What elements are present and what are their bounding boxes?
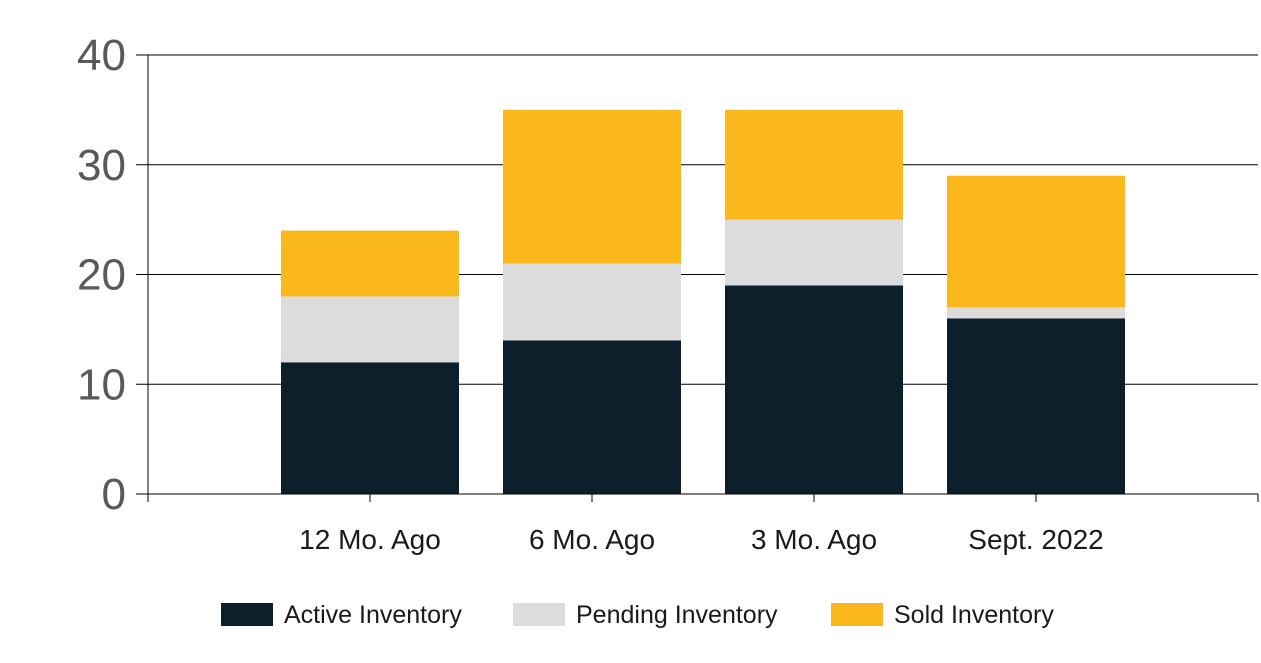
x-tick-label-6-mo-ago: 6 Mo. Ago: [529, 524, 655, 555]
legend-label-pending-inventory: Pending Inventory: [576, 601, 778, 629]
x-tick-label-sept-2022: Sept. 2022: [968, 524, 1103, 555]
bar-pending-inventory-3-mo-ago: [725, 219, 903, 286]
bar-sold-inventory-6-mo-ago: [503, 109, 681, 264]
x-tick-label-12-mo-ago: 12 Mo. Ago: [299, 524, 441, 555]
y-tick-label-0: 0: [102, 470, 126, 519]
legend-label-sold-inventory: Sold Inventory: [894, 601, 1054, 629]
bar-sold-inventory-sept-2022: [947, 175, 1125, 308]
y-tick-label-40: 40: [77, 31, 126, 80]
legend-swatch-sold-inventory: [831, 603, 883, 626]
y-tick-label-30: 30: [77, 141, 126, 190]
x-tick-labels: 12 Mo. Ago 6 Mo. Ago 3 Mo. Ago Sept. 2022: [299, 524, 1104, 555]
y-tick-label-20: 20: [77, 251, 126, 300]
axes: [136, 54, 1259, 502]
bars: [281, 109, 1125, 494]
bar-active-inventory-3-mo-ago: [725, 285, 903, 494]
bar-pending-inventory-sept-2022: [947, 307, 1125, 319]
bar-pending-inventory-12-mo-ago: [281, 296, 459, 363]
bar-sold-inventory-12-mo-ago: [281, 230, 459, 297]
legend-label-active-inventory: Active Inventory: [284, 601, 462, 629]
legend: Active Inventory Pending Inventory Sold In…: [221, 601, 1054, 629]
legend-item-active-inventory: Active Inventory: [221, 601, 462, 629]
legend-swatch-pending-inventory: [513, 603, 565, 626]
bar-pending-inventory-6-mo-ago: [503, 263, 681, 341]
bar-sold-inventory-3-mo-ago: [725, 109, 903, 220]
legend-swatch-active-inventory: [221, 603, 273, 626]
bar-active-inventory-6-mo-ago: [503, 340, 681, 494]
x-tick-label-3-mo-ago: 3 Mo. Ago: [751, 524, 877, 555]
legend-item-sold-inventory: Sold Inventory: [831, 601, 1054, 629]
y-tick-labels: 0 10 20 30 40: [77, 31, 126, 519]
bar-active-inventory-12-mo-ago: [281, 362, 459, 494]
y-tick-label-10: 10: [77, 360, 126, 409]
legend-item-pending-inventory: Pending Inventory: [513, 601, 778, 629]
bar-active-inventory-sept-2022: [947, 318, 1125, 494]
